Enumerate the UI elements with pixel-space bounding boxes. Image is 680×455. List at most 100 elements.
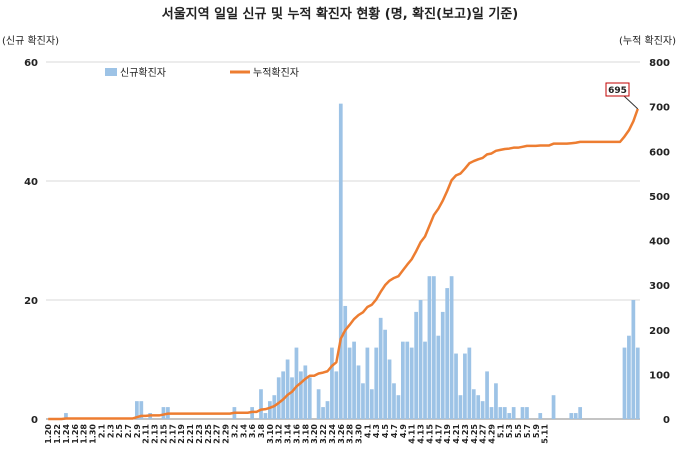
- bar: [330, 347, 334, 419]
- bar: [432, 276, 436, 419]
- bar: [418, 300, 423, 419]
- bar: [307, 377, 312, 419]
- x-tick-label: 3.30: [355, 424, 364, 444]
- bar: [396, 395, 401, 419]
- bar: [316, 389, 321, 419]
- right-tick-label: 400: [649, 237, 670, 248]
- bar: [400, 341, 405, 419]
- x-tick-label: 2.5: [115, 424, 124, 439]
- left-axis-title: (신규 확진자): [2, 35, 59, 47]
- annotation-label: 695: [608, 86, 627, 96]
- bar: [347, 347, 352, 419]
- x-tick-label: 2.23: [195, 424, 204, 444]
- x-tick-label: 3.8: [257, 424, 266, 439]
- x-tick-label: 2.17: [168, 424, 177, 444]
- x-tick-label: 4.17: [434, 424, 443, 444]
- annotation-leader: [623, 95, 639, 110]
- bar: [290, 377, 294, 419]
- x-tick-label: 4.21: [452, 424, 461, 444]
- bar: [352, 341, 356, 419]
- x-tick-label: 2.27: [213, 424, 222, 444]
- bar: [445, 288, 450, 419]
- bar: [383, 329, 387, 419]
- line-series: [48, 108, 639, 421]
- right-tick-label: 200: [649, 326, 670, 337]
- bar: [502, 407, 507, 419]
- x-tick-label: 2.11: [142, 424, 151, 444]
- left-tick-label: 40: [24, 177, 38, 188]
- bar: [343, 305, 348, 419]
- x-tick-label: 5.1: [496, 424, 505, 439]
- bar: [294, 347, 299, 419]
- bar: [440, 311, 445, 419]
- right-tick-label: 800: [649, 58, 670, 69]
- x-tick-label: 2.15: [159, 424, 168, 444]
- right-tick-label: 300: [649, 281, 670, 292]
- bar: [374, 347, 379, 419]
- x-tick-label: 4.23: [461, 424, 470, 444]
- x-tick-label: 4.9: [399, 424, 408, 439]
- bar: [489, 407, 494, 419]
- bar: [507, 413, 512, 419]
- x-tick-label: 4.29: [488, 424, 497, 444]
- bar: [281, 371, 286, 419]
- x-tick-label: 1.20: [44, 424, 53, 444]
- right-tick-label: 500: [649, 192, 670, 203]
- x-tick-label: 1.28: [80, 424, 89, 444]
- x-tick-label: 2.3: [106, 424, 115, 438]
- bar: [334, 371, 339, 419]
- bar: [480, 401, 485, 419]
- right-axis: 0 100 200 300 400 500 600 700 800: [649, 58, 670, 426]
- x-axis: 1.20 1.22 1.24 1.26 1.28 1.30 2.1 2.3 2.5 2.7 2.9 2…: [44, 424, 549, 444]
- bar: [338, 103, 343, 420]
- bar: [631, 300, 636, 419]
- cumulative-line: [48, 108, 639, 421]
- x-tick-label: 5.9: [532, 424, 541, 439]
- x-tick-label: 3.22: [319, 424, 328, 444]
- left-tick-label: 0: [31, 415, 38, 426]
- bar: [476, 395, 481, 419]
- bar: [458, 395, 463, 419]
- x-tick-label: 4.5: [381, 424, 390, 439]
- legend-label-line: 누적확진자: [253, 67, 299, 79]
- x-tick-label: 2.7: [124, 424, 133, 438]
- bar: [387, 359, 392, 419]
- bar: [321, 407, 325, 419]
- bar: [511, 407, 516, 419]
- legend-swatch-bar: [105, 68, 117, 76]
- bar: [303, 365, 308, 419]
- bar: [494, 383, 498, 419]
- left-tick-label: 60: [24, 58, 38, 69]
- bar: [276, 377, 281, 419]
- bar: [436, 335, 441, 419]
- bar: [471, 389, 476, 419]
- x-tick-label: 3.10: [266, 424, 275, 444]
- bar: [578, 407, 583, 419]
- x-tick-label: 4.3: [372, 424, 381, 438]
- bar: [525, 407, 529, 419]
- x-tick-label: 2.13: [151, 424, 160, 444]
- bar: [414, 311, 419, 419]
- right-axis-title: (누적 확진자): [619, 35, 676, 47]
- bar: [139, 401, 144, 419]
- right-tick-label: 700: [649, 103, 670, 114]
- right-tick-label: 0: [663, 415, 670, 426]
- x-tick-label: 1.22: [53, 424, 62, 444]
- x-tick-label: 4.7: [390, 424, 399, 438]
- x-tick-label: 4.27: [479, 424, 488, 444]
- x-tick-label: 4.13: [417, 424, 426, 444]
- left-tick-label: 20: [24, 296, 38, 307]
- bar: [378, 317, 383, 419]
- x-tick-label: 3.2: [230, 424, 239, 438]
- legend-label-bar: 신규확진자: [120, 67, 166, 79]
- right-tick-label: 600: [649, 147, 670, 158]
- x-tick-label: 1.24: [62, 424, 71, 444]
- x-tick-label: 4.25: [470, 424, 479, 444]
- bar: [622, 347, 627, 419]
- x-tick-label: 4.19: [443, 424, 452, 444]
- x-tick-label: 3.4: [239, 424, 248, 439]
- bar: [135, 401, 139, 419]
- bar: [405, 341, 410, 419]
- x-tick-label: 4.1: [363, 424, 372, 439]
